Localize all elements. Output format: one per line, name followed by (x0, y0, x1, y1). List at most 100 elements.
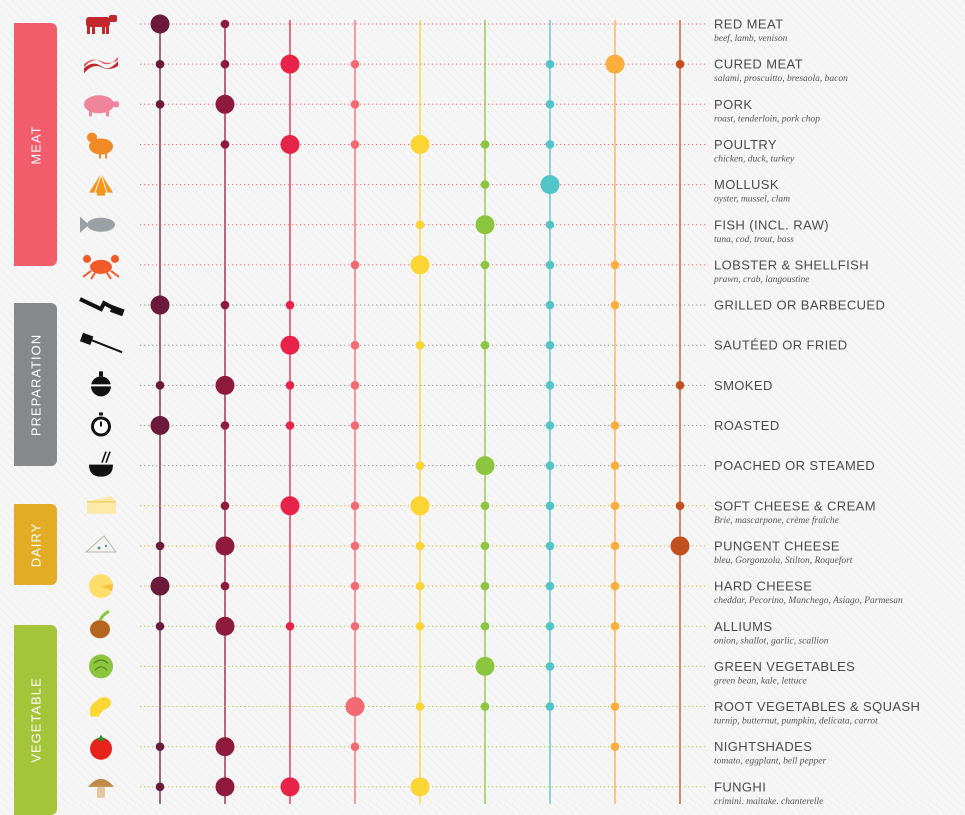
pairing-dot (220, 19, 230, 29)
pairing-dot (415, 581, 425, 591)
pairing-dot (610, 742, 620, 751)
pairing-dot (610, 702, 620, 711)
pairing-dot (415, 702, 425, 711)
pairing-dot (545, 501, 555, 511)
pairing-dot (610, 581, 620, 591)
pairing-dot (150, 14, 170, 34)
pairing-dot (545, 260, 555, 270)
pairing-dot (350, 501, 360, 511)
pairing-dot (610, 300, 620, 310)
pairing-dot (350, 742, 360, 751)
pairing-dot (545, 340, 555, 350)
pairing-dot (480, 180, 490, 189)
pairing-dot (610, 621, 620, 631)
pairing-dot (350, 381, 360, 390)
row-title: NIGHTSHADES (714, 739, 812, 754)
pairing-dot (215, 94, 235, 114)
pairing-dot (545, 702, 555, 711)
pairing-dot (475, 215, 495, 235)
pairing-dot (480, 340, 490, 350)
pairing-dot (415, 541, 425, 551)
pairing-dot (545, 100, 555, 109)
pairing-dot (280, 54, 300, 74)
pairing-dot (480, 621, 490, 631)
category-bar-vegetable: VEGETABLE (14, 625, 57, 815)
pairing-dot (415, 621, 425, 631)
row-icons (79, 15, 125, 798)
pairing-dot (480, 702, 490, 711)
row-subtitle: green bean, kale, lettuce (714, 676, 807, 686)
pairing-dot (285, 621, 295, 631)
pairing-dot (285, 421, 295, 430)
cheese-slice-icon (87, 495, 116, 514)
pairing-dot (605, 54, 625, 74)
pairing-dot (280, 335, 300, 355)
row-subtitle: cheddar, Pecorino, Manchego, Asiago, Par… (714, 596, 903, 606)
pairing-dot (475, 656, 495, 676)
pairing-dot (220, 421, 230, 430)
timer-icon (91, 412, 111, 437)
row-subtitle: Brie, mascarpone, crème fraîche (714, 515, 839, 526)
pairing-dot (350, 541, 360, 551)
row-title: SAUTÉED OR FRIED (714, 338, 848, 353)
pairing-dot (350, 621, 360, 631)
row-title: POACHED OR STEAMED (714, 458, 875, 473)
category-bar-meat: MEAT (14, 23, 57, 266)
row-title: GREEN VEGETABLES (714, 659, 855, 674)
bacon-icon (84, 57, 118, 74)
row-title: RED MEAT (714, 17, 783, 32)
pairing-dot (480, 581, 490, 591)
squash-icon (89, 696, 112, 717)
pairing-dot (545, 140, 555, 149)
row-title: POULTRY (714, 137, 777, 152)
pairing-dot (220, 140, 230, 149)
pairing-dot (610, 260, 620, 270)
pairing-dot (215, 777, 235, 797)
pairing-dot (480, 140, 490, 149)
pairing-dot (675, 59, 685, 69)
crab-icon (82, 254, 120, 280)
pairing-dot (610, 421, 620, 430)
pairing-dot (280, 777, 300, 797)
category-bar-dairy: DAIRY (14, 504, 57, 585)
pairing-dot (410, 255, 430, 275)
row-subtitle: prawn, crab, langoustine (713, 275, 810, 285)
pairing-dot (545, 220, 555, 230)
pairing-dot (350, 140, 360, 149)
pairing-dot (155, 621, 165, 631)
row-subtitle: beef, lamb, venison (714, 33, 788, 44)
row-title: SMOKED (714, 378, 773, 393)
row-title: PUNGENT CHEESE (714, 538, 840, 553)
pairing-dot (150, 416, 170, 435)
pairing-dot (410, 496, 430, 516)
pairing-dot (545, 300, 555, 310)
pairing-dot (215, 375, 235, 395)
pairing-dot (480, 260, 490, 270)
pairing-dot (155, 100, 165, 109)
pairing-dot (285, 381, 295, 390)
pairing-dot (155, 541, 165, 551)
pairing-dot (155, 381, 165, 390)
row-title: CURED MEAT (714, 57, 803, 72)
pairing-dot (350, 581, 360, 591)
pairing-dot (480, 541, 490, 551)
pairing-dot (350, 260, 360, 270)
pairing-dot (350, 59, 360, 69)
row-subtitle: tuna, cod, trout, bass (714, 235, 794, 245)
row-title: FUNGHI (714, 779, 766, 794)
row-title: LOBSTER & SHELLFISH (714, 257, 869, 272)
blue-cheese-icon (84, 535, 117, 553)
pairing-dot (150, 576, 170, 596)
pairing-dot (285, 300, 295, 310)
pairing-dot (410, 134, 430, 154)
row-subtitle: oyster, mussel, clam (714, 195, 790, 205)
pairing-dot (545, 621, 555, 631)
pairing-dot (220, 581, 230, 591)
row-title: ROOT VEGETABLES & SQUASH (714, 699, 920, 714)
row-subtitle: salami, proscuitto, bresaola, bacon (714, 74, 848, 84)
pairing-dot (220, 501, 230, 511)
pairing-dot (220, 59, 230, 69)
onion-icon (90, 609, 110, 639)
